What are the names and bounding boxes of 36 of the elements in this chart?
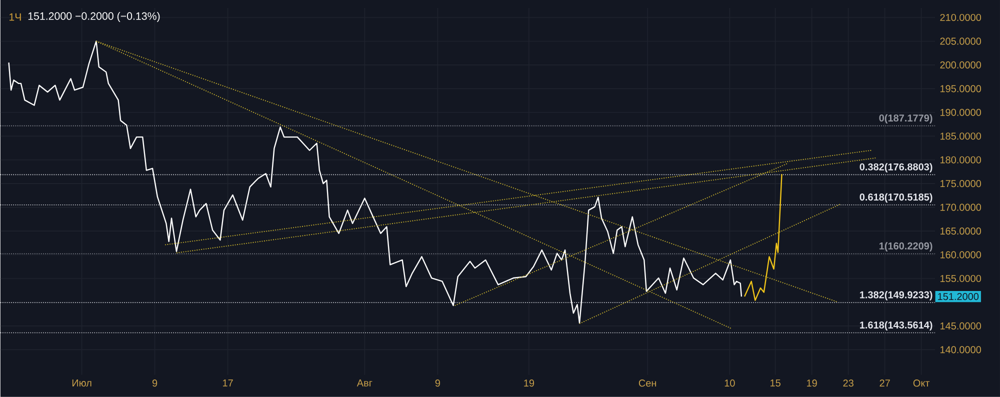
y-tick-label: 200.0000 (940, 61, 982, 69)
y-tick-label: 165.0000 (940, 228, 982, 235)
y-tick-label: 185.0000 (940, 132, 982, 140)
chart-title: 1Ч (9, 13, 21, 21)
y-tick-label: 205.0000 (940, 38, 982, 45)
ref-line-label: 0.382(176.8803) (860, 163, 932, 172)
x-tick-label: 9 (152, 380, 158, 387)
x-tick-label: Сен (638, 380, 656, 387)
ref-line-label: 1.618(143.5614) (860, 321, 932, 331)
x-tick-label: Авг (356, 380, 372, 386)
x-tick-label: 27 (880, 380, 890, 387)
y-tick-label: 180.0000 (940, 156, 982, 164)
x-tick-label: 9 (435, 380, 440, 387)
x-tick-label: Окт (913, 380, 930, 387)
x-tick-label: 17 (222, 380, 233, 386)
x-tick-label: 19 (807, 380, 817, 387)
y-tick-label: 195.0000 (940, 85, 982, 92)
ref-line-label: 0(187.1779) (879, 114, 932, 124)
y-tick-label: 155.0000 (940, 275, 982, 282)
y-tick-label: 210.0000 (940, 14, 982, 22)
y-tick-label: 175.0000 (940, 180, 982, 188)
x-tick-label: 23 (843, 380, 854, 387)
ref-line-label: 1.382(149.9233) (860, 291, 932, 300)
chart-subtitle: 151.2000 −0.2000 (−0.13%) (28, 12, 160, 22)
y-tick-label: 160.0000 (940, 251, 982, 258)
x-tick-label: 10 (724, 380, 735, 387)
ref-line-label: 1(160.2209) (879, 242, 932, 252)
x-tick-label: 15 (770, 380, 780, 387)
ref-line-label: 0.618(170.5185) (860, 193, 932, 203)
text: 151.2000 (938, 293, 979, 300)
y-tick-label: 145.0000 (940, 322, 982, 330)
x-tick-label: 19 (524, 380, 534, 387)
y-tick-label: 170.0000 (940, 204, 982, 211)
y-tick-label: 140.0000 (940, 346, 982, 354)
y-tick-label: 190.0000 (940, 108, 982, 116)
x-tick-label: Июл (72, 380, 92, 387)
